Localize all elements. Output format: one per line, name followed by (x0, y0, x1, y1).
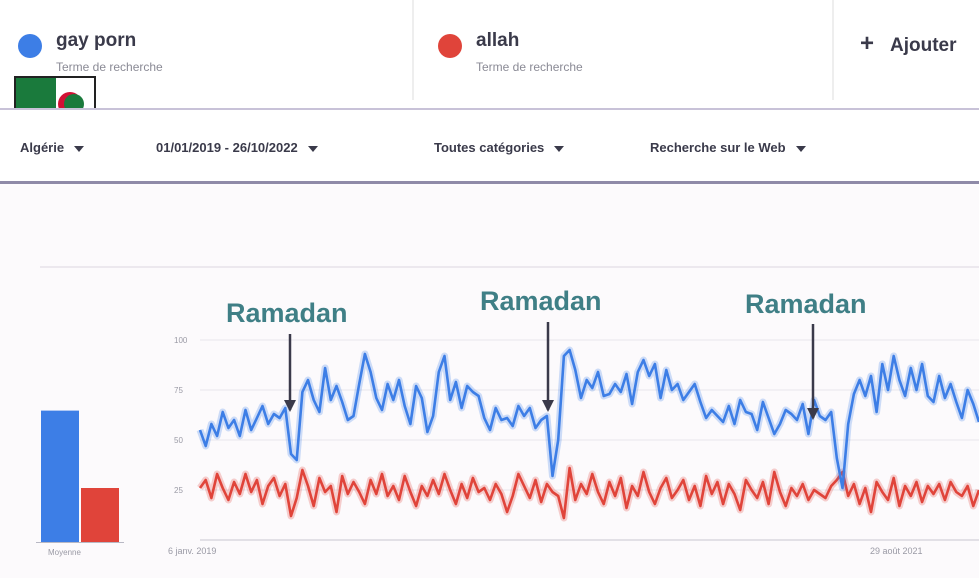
series-glow-gay-porn (196, 346, 979, 492)
chart-area (0, 186, 979, 578)
average-bar-2 (81, 488, 119, 542)
chevron-down-icon (74, 145, 85, 152)
term-subtitle: Terme de recherche (476, 60, 583, 74)
term-subtitle: Terme de recherche (56, 60, 163, 74)
y-tick-label: 75 (174, 386, 183, 395)
series-line-gay-porn (198, 348, 979, 490)
x-axis-ticks: 6 janv. 2019 29 août 2021 (168, 546, 923, 556)
plus-icon: + (860, 30, 875, 57)
y-tick-label: 25 (174, 486, 183, 495)
filter-bar: Algérie 01/01/2019 - 26/10/2022 Toutes c… (0, 108, 979, 184)
ramadan-annotation-3: Ramadan (745, 289, 867, 319)
chart-divider (40, 266, 979, 268)
chevron-down-icon (307, 145, 318, 152)
date-range-filter[interactable]: 01/01/2019 - 26/10/2022 (156, 140, 318, 155)
add-term-button[interactable]: + Ajouter (860, 30, 957, 58)
term-divider (412, 0, 414, 100)
term-color-dot-2 (438, 34, 462, 58)
search-terms-bar: gay porn Terme de recherche allah Terme … (0, 0, 979, 110)
y-tick-label: 50 (174, 436, 183, 445)
ramadan-annotation-2: Ramadan (480, 286, 602, 316)
chevron-down-icon (795, 145, 806, 152)
term-name: gay porn (56, 30, 137, 51)
arrow-head-icon (284, 400, 296, 412)
search-type-label: Recherche sur le Web (650, 140, 786, 155)
ramadan-annotation-1: Ramadan (226, 298, 348, 328)
region-filter-label: Algérie (20, 140, 65, 155)
date-range-label: 01/01/2019 - 26/10/2022 (156, 140, 298, 155)
y-tick-label: 100 (174, 336, 188, 345)
region-filter[interactable]: Algérie (20, 140, 85, 155)
chevron-down-icon (554, 145, 565, 152)
category-filter[interactable]: Toutes catégories (434, 140, 565, 155)
term-divider (832, 0, 834, 100)
term-name: allah (476, 30, 520, 51)
category-label: Toutes catégories (434, 140, 545, 155)
average-label: Moyenne (48, 548, 81, 557)
ramadan-annotations: Ramadan Ramadan Ramadan (226, 286, 867, 420)
x-tick-label: 6 janv. 2019 (168, 546, 216, 556)
series-line-allah (198, 466, 979, 520)
chart-series (196, 346, 979, 522)
arrow-head-icon (542, 400, 554, 412)
average-bar-chart (36, 410, 124, 543)
term-color-dot-1 (18, 34, 42, 58)
average-bar-1 (41, 410, 79, 542)
arrow-head-icon (807, 408, 819, 420)
add-term-label: Ajouter (890, 35, 957, 56)
search-type-filter[interactable]: Recherche sur le Web (650, 140, 806, 155)
x-tick-label: 29 août 2021 (870, 546, 923, 556)
